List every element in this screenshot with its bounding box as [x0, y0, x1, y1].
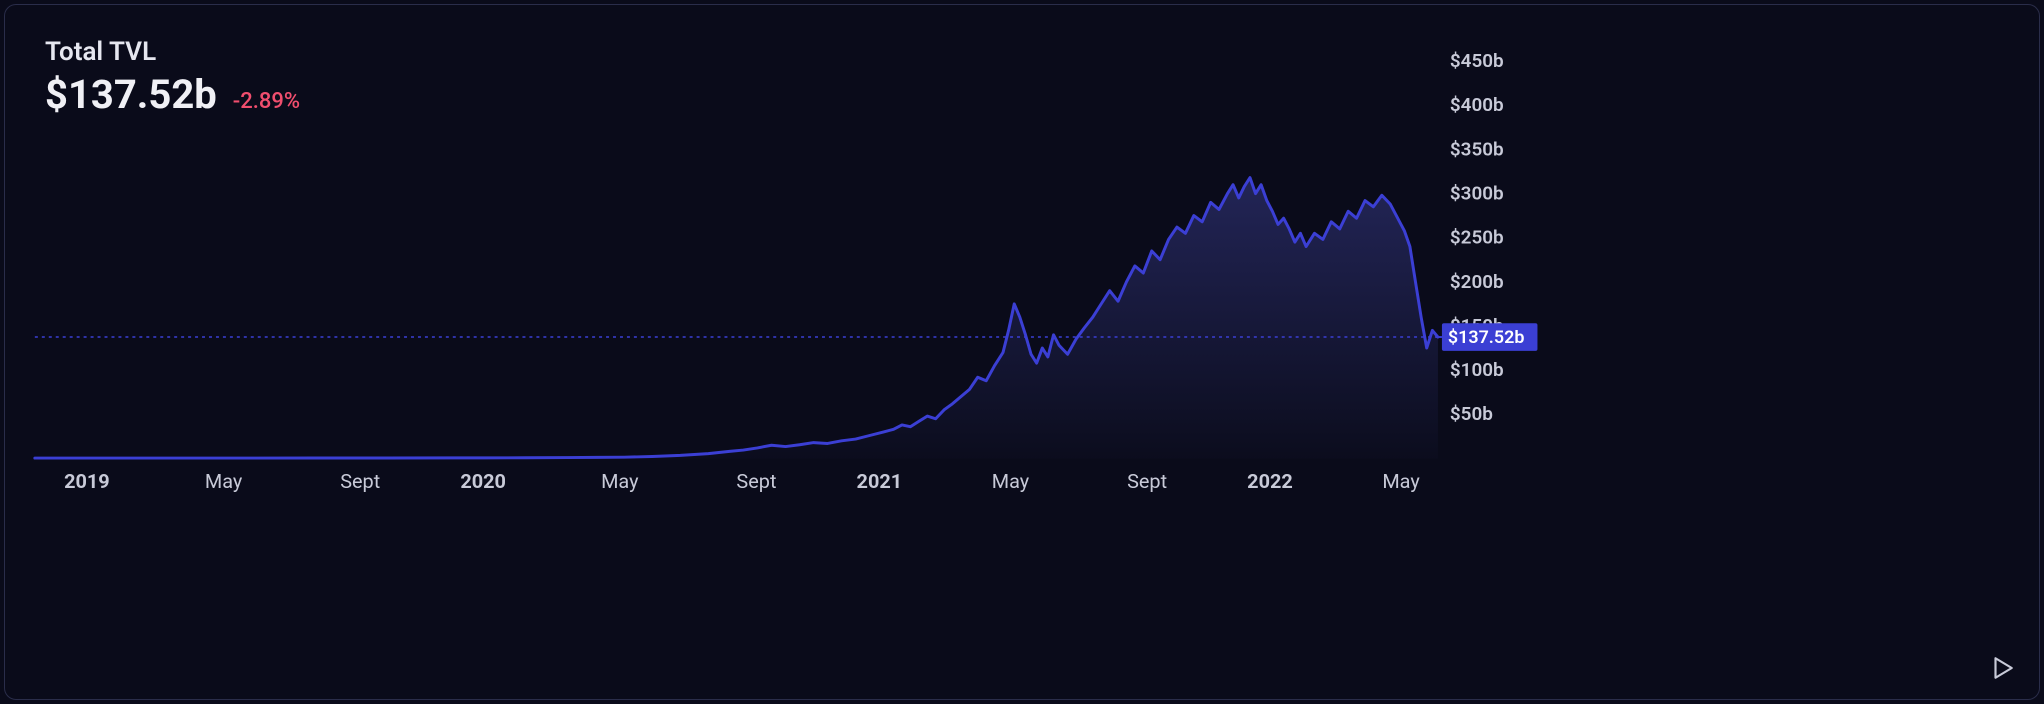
x-axis-tick: May — [601, 470, 639, 493]
x-axis-tick: 2021 — [857, 470, 903, 493]
x-axis-tick: May — [1382, 470, 1420, 493]
x-axis-tick: 2019 — [64, 470, 110, 493]
chart-area[interactable]: $50b$100b$150b$200b$250b$300b$350b$400b$… — [5, 5, 2039, 699]
x-axis-tick: 2020 — [460, 470, 506, 493]
tvl-chart-card: Total TVL $137.52b -2.89% $50b$100b$150b… — [4, 4, 2040, 700]
y-axis-tick: $50b — [1450, 403, 1493, 425]
x-axis-tick: Sept — [736, 470, 776, 493]
chart-title: Total TVL — [45, 37, 300, 67]
chart-header: Total TVL $137.52b -2.89% — [45, 37, 300, 118]
x-axis-tick: May — [205, 470, 243, 493]
y-axis-tick: $300b — [1450, 183, 1504, 205]
change-percent: -2.89% — [233, 89, 300, 114]
play-icon[interactable] — [1989, 655, 2015, 681]
current-value-badge: $137.52b — [1442, 323, 1538, 351]
x-axis-tick: Sept — [1127, 470, 1167, 493]
x-axis-tick: May — [992, 470, 1030, 493]
svg-text:$137.52b: $137.52b — [1448, 327, 1524, 348]
y-axis-tick: $250b — [1450, 227, 1504, 249]
area-fill — [35, 178, 1438, 459]
x-axis-tick: 2022 — [1247, 470, 1293, 493]
y-axis-tick: $400b — [1450, 94, 1504, 116]
total-tvl-value: $137.52b — [45, 71, 217, 118]
value-row: $137.52b -2.89% — [45, 71, 300, 118]
x-axis-tick: Sept — [340, 470, 380, 493]
y-axis-tick: $350b — [1450, 138, 1504, 160]
y-axis-tick: $100b — [1450, 359, 1504, 381]
y-axis-tick: $200b — [1450, 271, 1504, 293]
y-axis-tick: $450b — [1450, 50, 1504, 72]
